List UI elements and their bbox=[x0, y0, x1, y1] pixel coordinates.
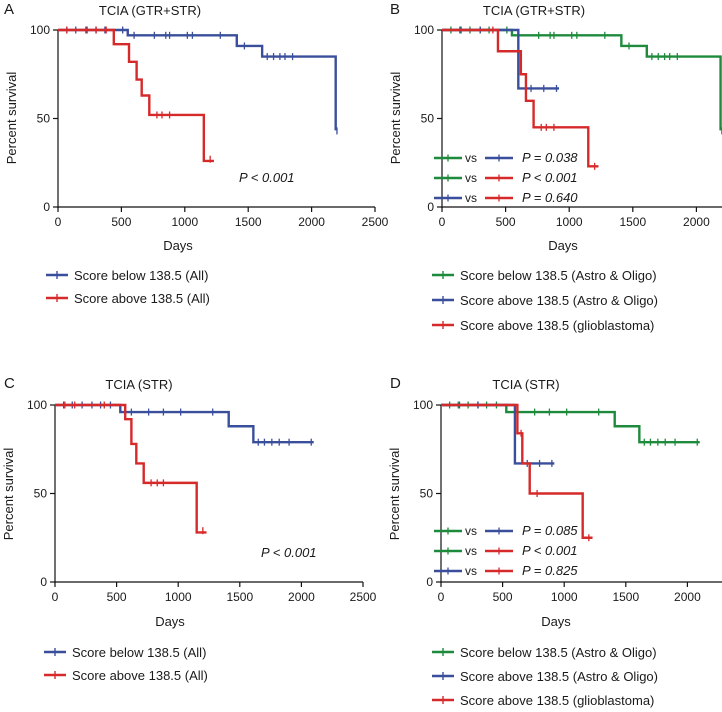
x-tick-label: 2500 bbox=[362, 215, 389, 229]
y-tick-label: 50 bbox=[420, 487, 434, 501]
y-axis-label: Percent survival bbox=[387, 448, 402, 541]
y-tick-label: 0 bbox=[427, 200, 434, 214]
panel-label: A bbox=[4, 1, 14, 18]
legend-label: Score below 138.5 (All) bbox=[74, 268, 208, 283]
x-tick-label: 1000 bbox=[171, 215, 198, 229]
x-axis-label: Days bbox=[155, 614, 185, 629]
legend-label: Score above 138.5 (glioblastoma) bbox=[460, 693, 654, 708]
legend-label: Score above 138.5 (glioblastoma) bbox=[460, 318, 654, 333]
p-value-annotation: P < 0.001 bbox=[239, 170, 295, 185]
y-tick-label: 100 bbox=[27, 398, 47, 412]
x-tick-label: 2000 bbox=[674, 590, 701, 604]
y-tick-label: 0 bbox=[426, 575, 433, 589]
legend-label: Score below 138.5 (Astro & Oligo) bbox=[460, 268, 657, 283]
y-tick-label: 100 bbox=[30, 23, 50, 37]
comparison-p-value: P = 0.085 bbox=[522, 523, 578, 538]
comparison-vs: vs bbox=[465, 524, 477, 538]
y-axis-label: Percent survival bbox=[388, 72, 403, 165]
x-tick-label: 2000 bbox=[683, 215, 710, 229]
survival-curve-1 bbox=[58, 28, 337, 131]
x-tick-label: 500 bbox=[111, 215, 131, 229]
y-tick-label: 100 bbox=[413, 398, 433, 412]
x-tick-label: 500 bbox=[496, 215, 516, 229]
y-tick-label: 50 bbox=[37, 112, 51, 126]
x-tick-label: 0 bbox=[439, 215, 446, 229]
chart-title: TCIA (STR) bbox=[492, 377, 559, 392]
x-tick-label: 2000 bbox=[298, 215, 325, 229]
x-tick-label: 1000 bbox=[551, 590, 578, 604]
comparison-p-value: P < 0.001 bbox=[522, 170, 578, 185]
comparison-vs: vs bbox=[465, 191, 477, 205]
x-tick-label: 1000 bbox=[165, 590, 192, 604]
comparison-vs: vs bbox=[465, 544, 477, 558]
x-axis-label: Days bbox=[548, 238, 578, 253]
y-tick-label: 50 bbox=[34, 487, 48, 501]
x-tick-label: 0 bbox=[55, 215, 62, 229]
survival-curve-2 bbox=[55, 403, 207, 534]
x-tick-label: 1500 bbox=[619, 215, 646, 229]
panel-label: C bbox=[4, 375, 15, 392]
x-tick-label: 0 bbox=[438, 590, 445, 604]
panel-label: D bbox=[390, 375, 401, 392]
comparison-p-value: P = 0.640 bbox=[522, 190, 578, 205]
legend-label: Score below 138.5 (All) bbox=[72, 645, 206, 660]
panel-label: B bbox=[390, 1, 400, 18]
chart-title: TCIA (GTR+STR) bbox=[483, 3, 585, 18]
survival-curve-2 bbox=[442, 28, 560, 90]
y-tick-label: 0 bbox=[40, 575, 47, 589]
x-tick-label: 1000 bbox=[556, 215, 583, 229]
legend-label: Score above 138.5 (All) bbox=[72, 668, 208, 683]
y-tick-label: 0 bbox=[43, 200, 50, 214]
chart-title: TCIA (STR) bbox=[105, 377, 172, 392]
y-axis-label: Percent survival bbox=[4, 72, 19, 165]
x-tick-label: 1500 bbox=[226, 590, 253, 604]
x-tick-label: 2000 bbox=[288, 590, 315, 604]
chart-title: TCIA (GTR+STR) bbox=[99, 3, 201, 18]
survival-curve-2 bbox=[441, 403, 555, 465]
y-axis-label: Percent survival bbox=[1, 448, 16, 541]
x-axis-label: Days bbox=[163, 238, 193, 253]
comparison-vs: vs bbox=[465, 564, 477, 578]
y-tick-label: 100 bbox=[414, 23, 434, 37]
x-tick-label: 2500 bbox=[350, 590, 377, 604]
x-tick-label: 0 bbox=[52, 590, 59, 604]
comparison-p-value: P = 0.038 bbox=[522, 150, 578, 165]
survival-curve-3 bbox=[441, 403, 593, 539]
legend-label: Score above 138.5 (All) bbox=[74, 291, 210, 306]
legend-label: Score above 138.5 (Astro & Oligo) bbox=[460, 293, 658, 308]
x-axis-label: Days bbox=[541, 614, 571, 629]
p-value-annotation: P < 0.001 bbox=[261, 545, 317, 560]
survival-curve-1 bbox=[441, 403, 700, 444]
legend-label: Score below 138.5 (Astro & Oligo) bbox=[460, 645, 657, 660]
survival-curve-1 bbox=[442, 28, 722, 131]
comparison-p-value: P < 0.001 bbox=[522, 543, 578, 558]
x-tick-label: 500 bbox=[107, 590, 127, 604]
x-tick-label: 1500 bbox=[612, 590, 639, 604]
legend-label: Score above 138.5 (Astro & Oligo) bbox=[460, 669, 658, 684]
y-tick-label: 50 bbox=[421, 112, 435, 126]
x-tick-label: 1500 bbox=[235, 215, 262, 229]
x-tick-label: 500 bbox=[493, 590, 513, 604]
comparison-p-value: P = 0.825 bbox=[522, 563, 578, 578]
survival-curve-1 bbox=[55, 403, 314, 444]
comparison-vs: vs bbox=[465, 151, 477, 165]
survival-curve-3 bbox=[442, 28, 599, 168]
comparison-vs: vs bbox=[465, 171, 477, 185]
survival-curve-2 bbox=[58, 28, 214, 163]
